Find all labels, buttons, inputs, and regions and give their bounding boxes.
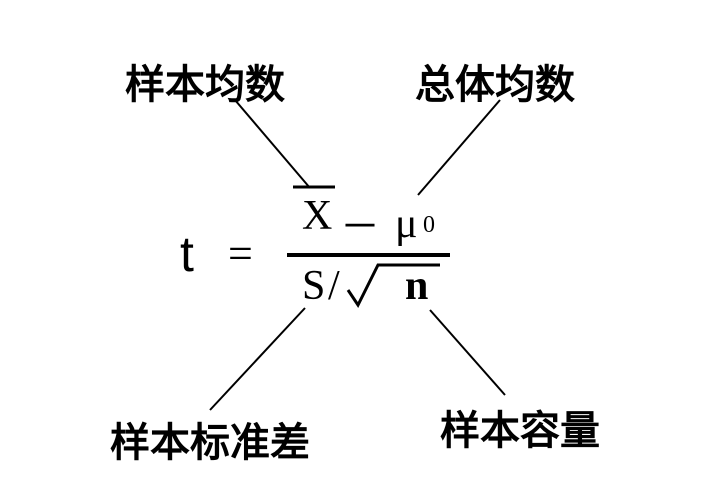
- label-sample-size: 样本容量: [440, 398, 600, 456]
- label-sample-stddev: 样本标准差: [110, 410, 310, 468]
- formula-mu-sub: 0: [423, 212, 435, 239]
- formula-mu: μ: [395, 200, 418, 248]
- formula-slash: /: [328, 262, 340, 310]
- formula-t: t: [180, 225, 194, 283]
- connector-bottom-right: [430, 310, 505, 395]
- formula-s: S: [302, 262, 325, 310]
- label-population-mean: 总体均数: [415, 52, 575, 110]
- connector-top-right: [418, 100, 500, 195]
- formula-minus: －: [340, 194, 380, 252]
- label-sample-mean: 样本均数: [125, 52, 285, 110]
- connector-top-left: [235, 100, 310, 188]
- formula-n: n: [405, 262, 428, 310]
- connector-bottom-left: [210, 308, 305, 410]
- formula-equals: =: [228, 228, 253, 279]
- formula-x-bar: X: [302, 192, 332, 240]
